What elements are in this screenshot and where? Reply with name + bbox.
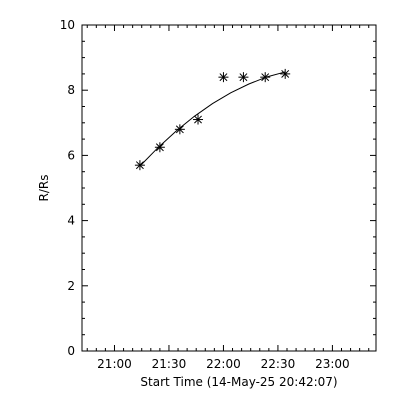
y-tick-label: 2: [67, 279, 75, 293]
y-tick-label: 10: [60, 18, 75, 32]
data-point-stroke: [175, 125, 184, 134]
data-point: [218, 72, 229, 83]
x-tick-label: 22:30: [261, 357, 296, 371]
data-point: [193, 114, 204, 125]
data-point: [260, 72, 271, 83]
data-point-stroke: [219, 73, 228, 82]
x-tick-label: 21:30: [152, 357, 187, 371]
data-point-stroke: [239, 73, 248, 82]
data-point-stroke: [155, 143, 164, 152]
data-point-stroke: [261, 73, 270, 82]
data-point-stroke: [135, 161, 144, 170]
x-tick-label: 22:00: [206, 357, 241, 371]
y-axis-label: R/Rs: [37, 175, 51, 202]
data-point-stroke: [281, 69, 290, 78]
axes: 0 2 4 6 8 10 21:00 21:30 22:00 22:30 23:00: [60, 18, 377, 371]
marker-layer: [134, 68, 291, 171]
data-point: [174, 124, 185, 135]
fit-curve: [139, 71, 286, 167]
y-tick-label: 8: [67, 83, 75, 97]
data-point: [238, 72, 249, 83]
data-point-stroke: [194, 115, 202, 124]
x-axis-label: Start Time (14-May-25 20:42:07): [140, 375, 337, 389]
x-tick-label: 21:00: [97, 357, 132, 371]
y-tick-label: 4: [67, 214, 75, 228]
data-point: [280, 68, 291, 79]
label-layer: R/Rs Start Time (14-May-25 20:42:07): [37, 175, 338, 389]
y-tick-label: 0: [67, 344, 75, 358]
data-point: [154, 142, 165, 153]
data-point: [134, 160, 145, 171]
x-tick-label: 23:00: [315, 357, 350, 371]
fit-curve-layer: [139, 71, 286, 167]
y-tick-label: 6: [67, 148, 75, 162]
